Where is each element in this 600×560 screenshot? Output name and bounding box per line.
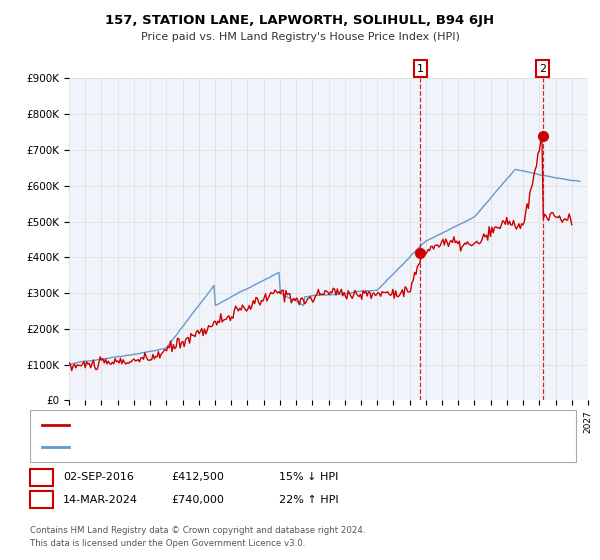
Text: 14-MAR-2024: 14-MAR-2024	[63, 494, 138, 505]
Text: £740,000: £740,000	[171, 494, 224, 505]
Text: 1: 1	[38, 472, 45, 482]
Text: This data is licensed under the Open Government Licence v3.0.: This data is licensed under the Open Gov…	[30, 539, 305, 548]
Text: 15% ↓ HPI: 15% ↓ HPI	[279, 472, 338, 482]
Text: £412,500: £412,500	[171, 472, 224, 482]
Text: 22% ↑ HPI: 22% ↑ HPI	[279, 494, 338, 505]
Text: 157, STATION LANE, LAPWORTH, SOLIHULL, B94 6JH (detached house): 157, STATION LANE, LAPWORTH, SOLIHULL, B…	[75, 420, 419, 430]
Text: 2: 2	[38, 494, 45, 505]
Text: HPI: Average price, detached house, Warwick: HPI: Average price, detached house, Warw…	[75, 441, 296, 451]
Text: 1: 1	[417, 64, 424, 73]
Text: 157, STATION LANE, LAPWORTH, SOLIHULL, B94 6JH: 157, STATION LANE, LAPWORTH, SOLIHULL, B…	[106, 14, 494, 27]
Text: Contains HM Land Registry data © Crown copyright and database right 2024.: Contains HM Land Registry data © Crown c…	[30, 526, 365, 535]
Text: 2: 2	[539, 64, 546, 73]
Text: Price paid vs. HM Land Registry's House Price Index (HPI): Price paid vs. HM Land Registry's House …	[140, 32, 460, 43]
Text: 02-SEP-2016: 02-SEP-2016	[63, 472, 134, 482]
